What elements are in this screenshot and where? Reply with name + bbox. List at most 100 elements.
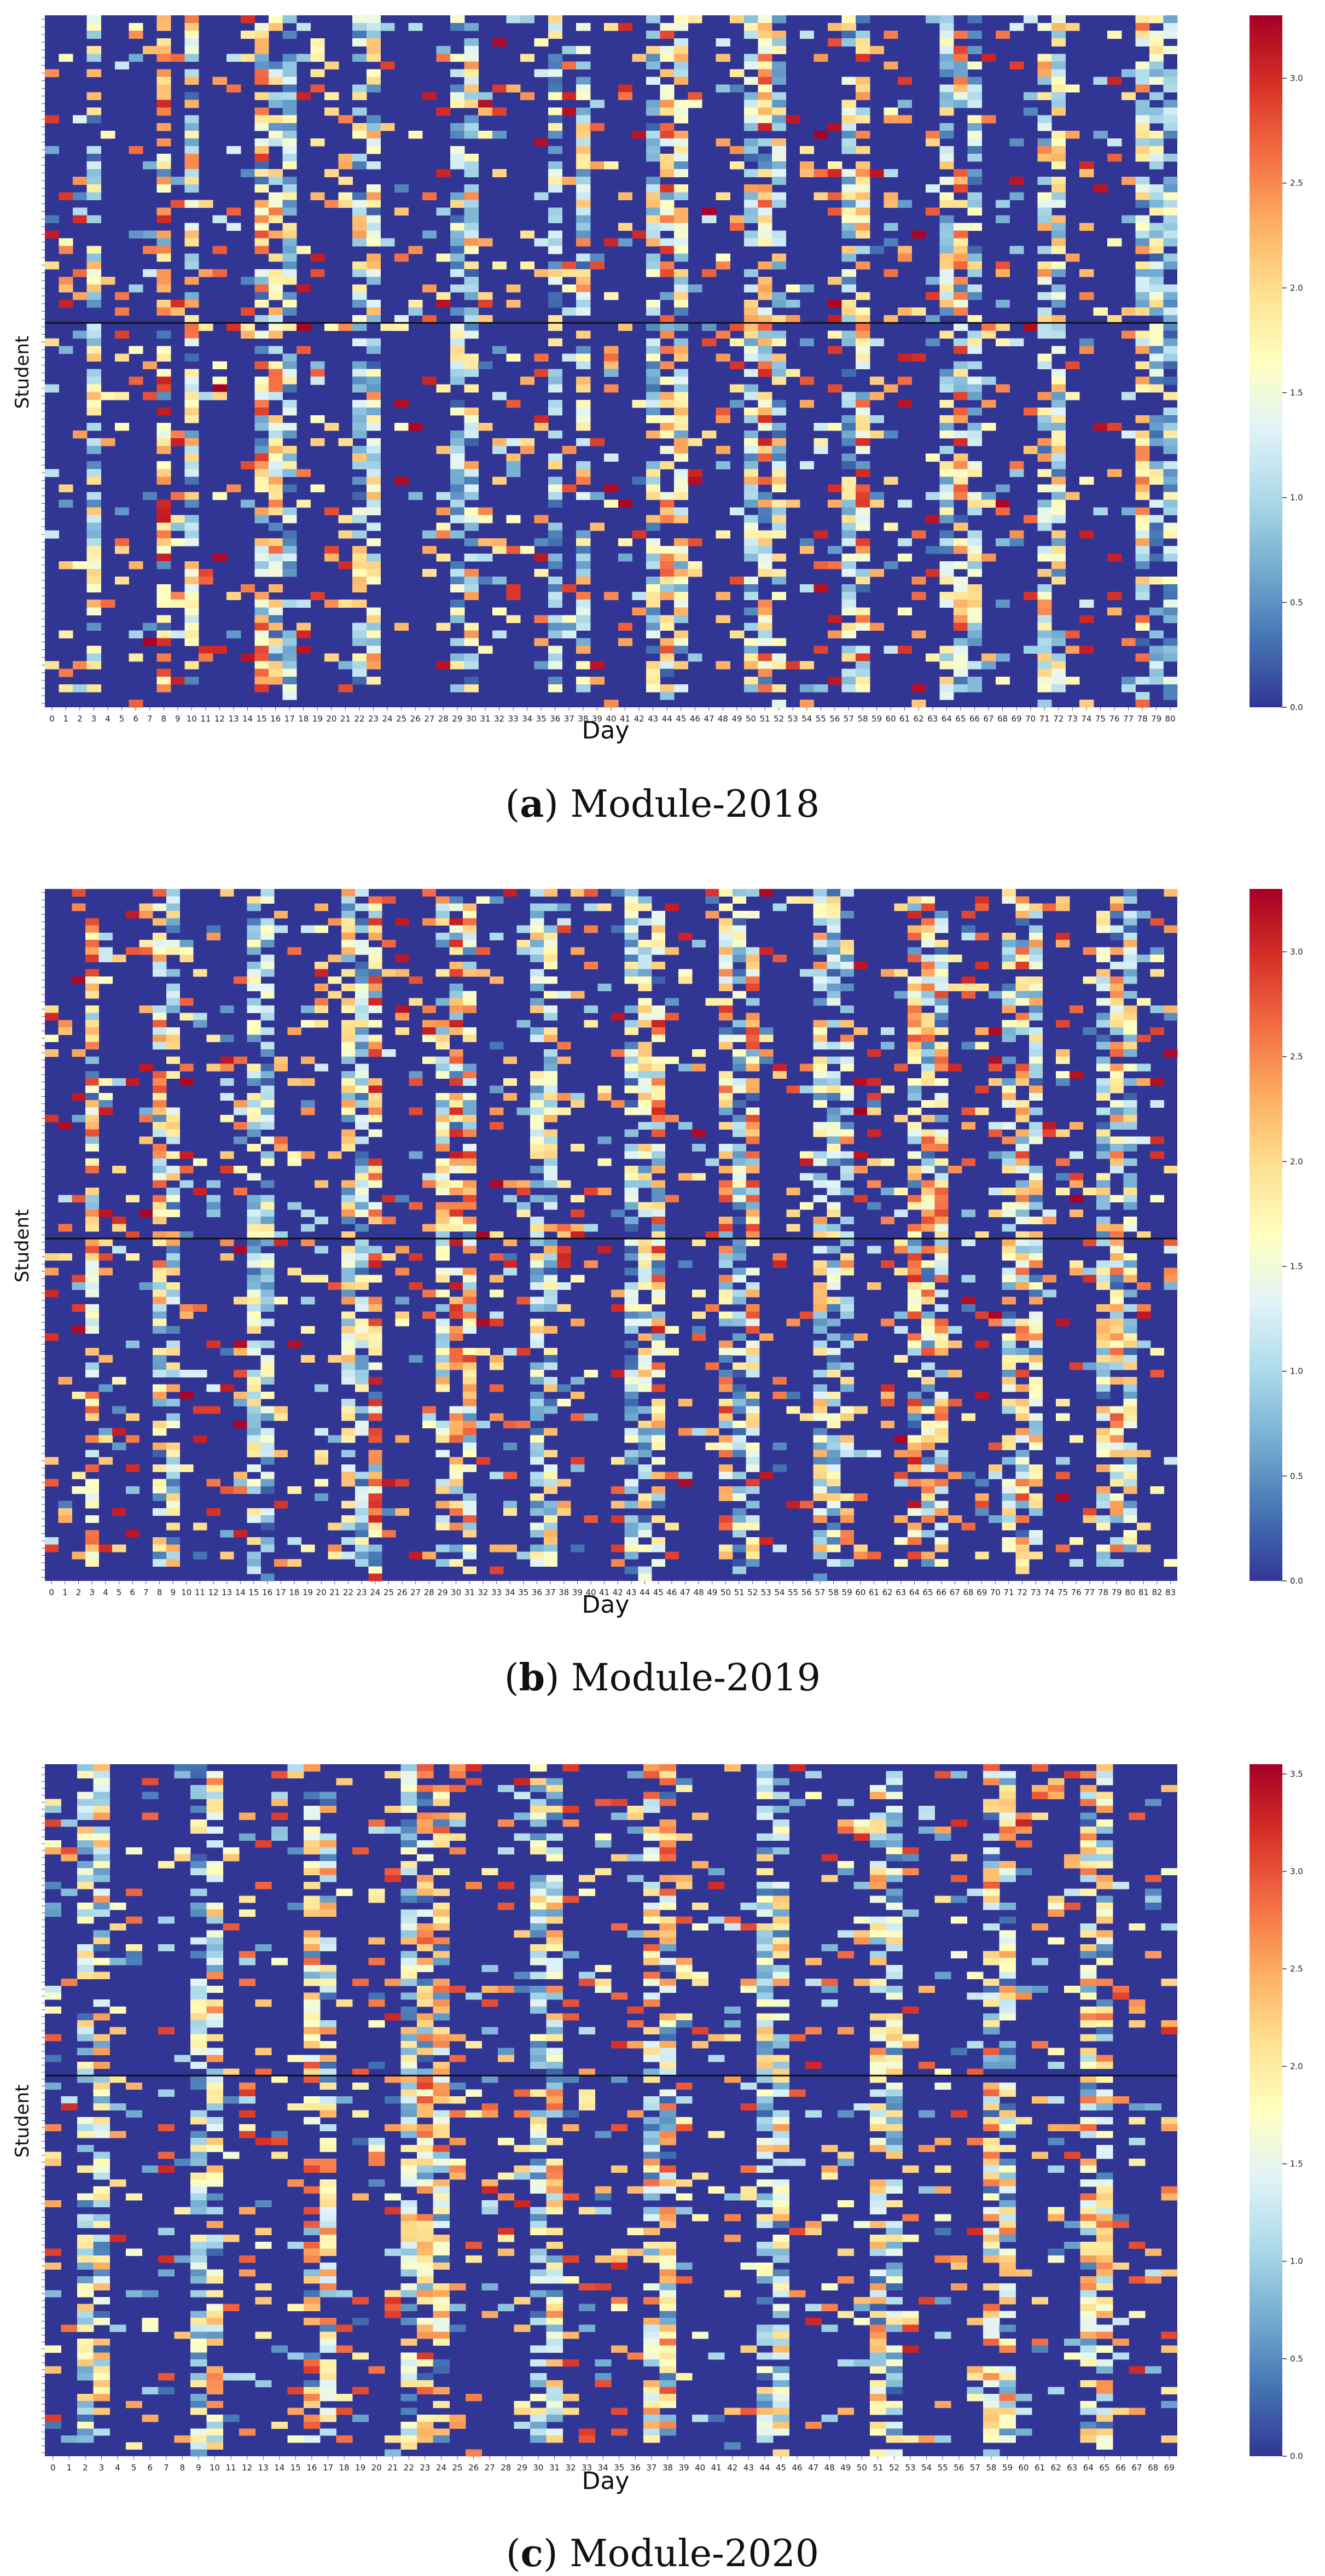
heatmap-cell [961,910,975,918]
heatmap-cell [743,184,758,193]
x-tick-label: 45 [676,714,686,724]
heatmap-cell [1135,438,1150,446]
heatmap-cell [240,330,255,339]
heatmap-cell [450,499,465,508]
heatmap-cell [156,123,171,131]
heatmap-cell [638,1063,652,1072]
heatmap-cell [240,461,255,469]
heatmap-cell [1107,469,1122,477]
heatmap-cell [719,998,733,1006]
heatmap-cell [260,1537,275,1545]
heatmap-cell [758,46,772,54]
heatmap-cell [156,376,171,385]
heatmap-cell [786,315,800,323]
heatmap-cell [665,903,679,911]
heatmap-cell [961,976,975,984]
heatmap-cell [651,1472,666,1480]
heatmap-cell [268,323,283,331]
heatmap-cell [530,1144,544,1152]
heatmap-cell [85,1158,100,1166]
heatmap-cell [660,346,675,354]
heatmap-cell [939,384,954,393]
heatmap-cell [646,238,661,247]
heatmap-cell [939,61,954,69]
heatmap-cell [611,1100,625,1108]
heatmap-cell [260,1282,275,1290]
heatmap-cell [967,469,982,477]
heatmap-cell [543,1151,558,1159]
heatmap-cell [368,932,382,940]
heatmap-cell [813,169,828,177]
heatmap-cell [184,369,199,377]
heatmap-cell [355,1472,369,1480]
heatmap-cell [85,976,100,984]
heatmap-cell [85,1530,100,1538]
heatmap-cell [719,1450,733,1458]
heatmap-cell [156,545,171,554]
heatmap-cell [921,1034,935,1043]
x-tick-label: 75 [1095,714,1106,724]
heatmap-cell [548,261,563,270]
heatmap-cell [800,461,815,469]
heatmap-cell [260,1522,275,1531]
heatmap-cell [678,1472,693,1480]
heatmap-cell [732,1195,747,1203]
heatmap-cell [287,1486,301,1494]
heatmap-cell [828,192,842,200]
heatmap-cell [156,538,171,546]
heatmap-cell [184,530,199,539]
heatmap-cell [884,646,898,654]
heatmap-cell [921,903,935,911]
heatmap-cell [462,1384,477,1392]
heatmap-cell [206,1479,220,1487]
heatmap-cell [260,1267,275,1276]
heatmap-cell [660,638,675,647]
heatmap-cell [624,1413,638,1421]
heatmap-cell [813,1071,827,1079]
heatmap-cell [557,918,571,926]
heatmap-cell [260,1428,275,1436]
heatmap-cell [548,238,563,247]
heatmap-cell [153,1559,167,1567]
heatmap-cell [719,1421,733,1428]
heatmap-cell [530,1114,544,1123]
heatmap-cell [800,1158,814,1166]
heatmap-cell [436,553,451,562]
heatmap-cell [153,1544,167,1552]
heatmap-cell [45,469,60,477]
heatmap-cell [716,592,730,600]
heatmap-cell [576,276,591,285]
heatmap-cell [543,1296,558,1305]
heatmap-cell [1163,615,1178,623]
heatmap-cell [660,207,675,216]
heatmap-cell [366,146,381,154]
heatmap-cell [301,1005,315,1013]
heatmap-cell [355,1092,369,1101]
heatmap-cell [856,353,870,362]
heatmap-cell [184,130,199,139]
heatmap-cell [576,300,591,308]
heatmap-cell [1135,361,1150,370]
heatmap-cell [352,530,367,539]
heatmap-cell [562,446,577,454]
heatmap-cell [1051,545,1066,554]
heatmap-cell [688,92,702,101]
heatmap-cell [571,1144,585,1152]
heatmap-cell [934,1559,949,1567]
heatmap-cell [352,638,367,647]
heatmap-cell [260,984,275,992]
heatmap-cell [934,1253,949,1261]
heatmap-cell [268,330,283,339]
heatmap-cell [58,1508,72,1516]
heatmap-cell [771,484,787,493]
heatmap-cell [908,1479,922,1487]
heatmap-cell [492,476,507,485]
heatmap-cell [85,1246,100,1254]
heatmap-cell [548,369,563,377]
heatmap-cell [543,1246,558,1254]
heatmap-cell [853,1450,868,1458]
heatmap-cell [660,315,675,323]
heatmap-cell [184,438,199,446]
heatmap-cell [660,553,675,562]
heatmap-cell [297,346,311,354]
